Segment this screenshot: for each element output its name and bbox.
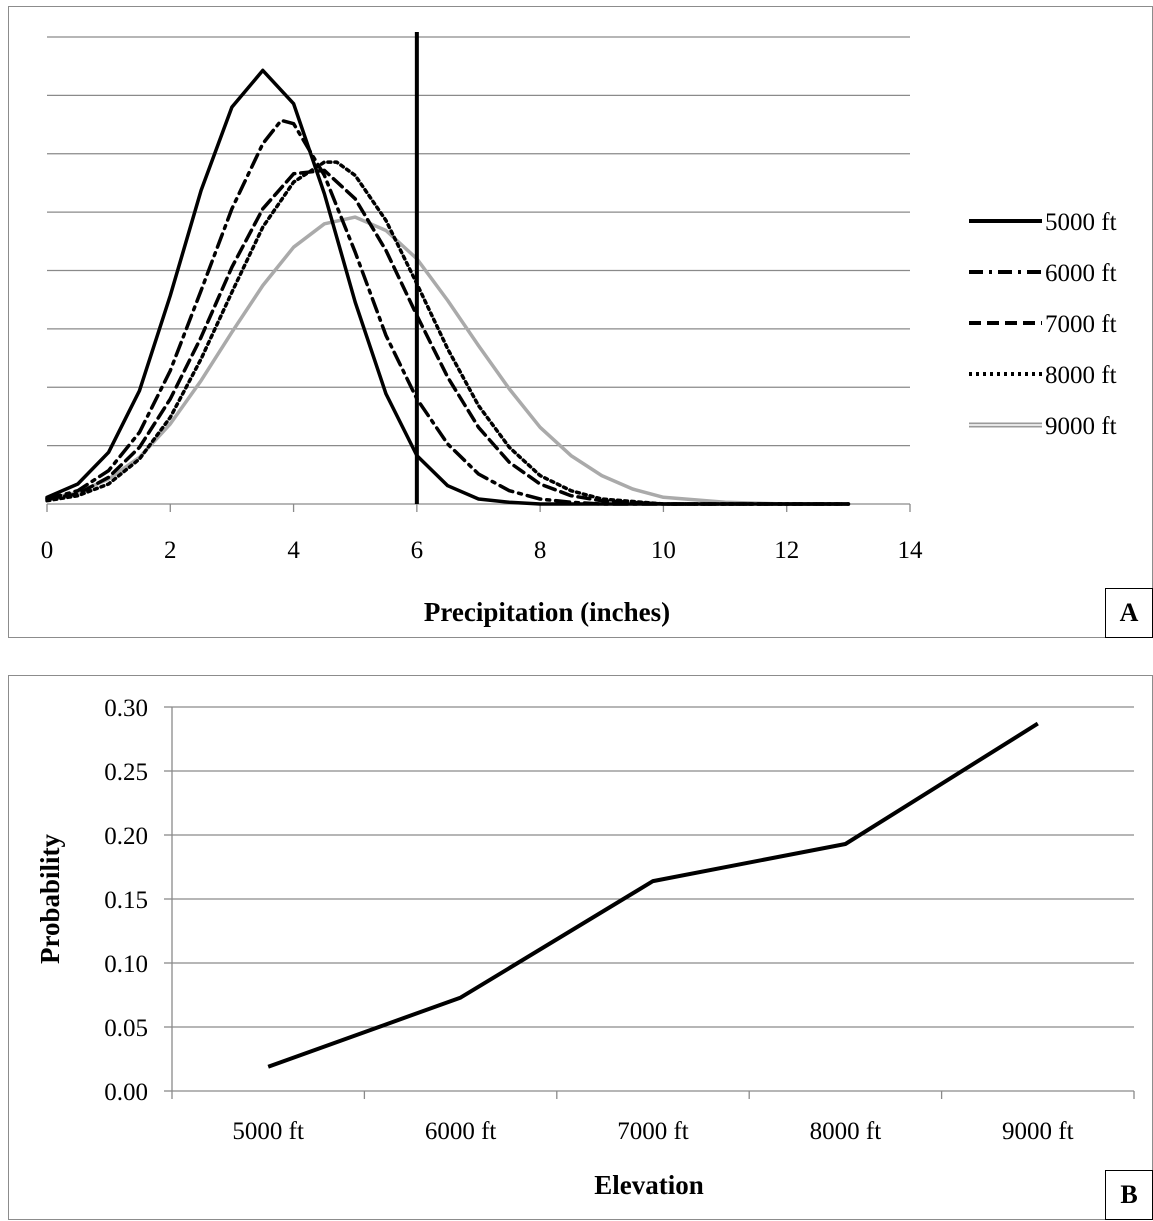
x-tick-label: 9000 ft [1002,1118,1074,1145]
probability-by-elevation-chart: 0.00 0.05 0.10 0.15 0.20 0.25 0.30 5000 ft 6000 … [9,676,1153,1221]
x-tick-label: 2 [164,537,177,564]
y-tick-label: 0.30 [104,695,148,722]
legend-entry-label: 9000 ft [1045,413,1117,440]
x-tick-label: 7000 ft [617,1118,689,1145]
legend-entry-label: 7000 ft [1045,311,1117,338]
series-line-8000-ft [47,162,848,504]
series-line-9000-ft [47,217,848,504]
panel-label-b: B [1105,1170,1153,1220]
y-axis-title: Probability [35,833,65,964]
probability-line [268,724,1038,1067]
y-tick-label: 0.15 [104,887,148,914]
x-axis-title: Precipitation (inches) [424,597,670,627]
legend-entry-label: 8000 ft [1045,362,1117,389]
legend-entry-label: 5000 ft [1045,209,1117,236]
y-tick-label: 0.00 [104,1079,148,1106]
x-axis-title: Elevation [594,1170,704,1200]
x-tick-label: 0 [41,537,54,564]
chart-panel-a: 0 2 4 6 8 10 12 14 Precipitation (inches) 5000 ft… [8,6,1153,638]
x-tick-label: 5000 ft [232,1118,304,1145]
x-tick-label: 12 [774,537,799,564]
y-tick-label: 0.20 [104,823,148,850]
y-tick-label: 0.05 [104,1015,148,1042]
x-tick-label: 8000 ft [810,1118,882,1145]
x-tick-label: 8 [534,537,547,564]
series-line-5000-ft [47,70,848,504]
panel-label-a: A [1105,588,1153,638]
x-tick-label: 4 [287,537,300,564]
series-line-6000-ft [47,120,848,504]
legend-entry-label: 6000 ft [1045,260,1117,287]
x-tick-label: 6000 ft [425,1118,497,1145]
chart-panel-b: 0.00 0.05 0.10 0.15 0.20 0.25 0.30 5000 ft 6000 … [8,675,1153,1220]
x-tick-label: 10 [651,537,676,564]
precipitation-distribution-chart: 0 2 4 6 8 10 12 14 Precipitation (inches) 5000 ft… [9,7,1153,639]
y-tick-label: 0.10 [104,951,148,978]
y-tick-label: 0.25 [104,759,148,786]
x-tick-label: 6 [411,537,424,564]
series-line-7000-ft [47,170,848,504]
x-tick-label: 14 [898,537,924,564]
